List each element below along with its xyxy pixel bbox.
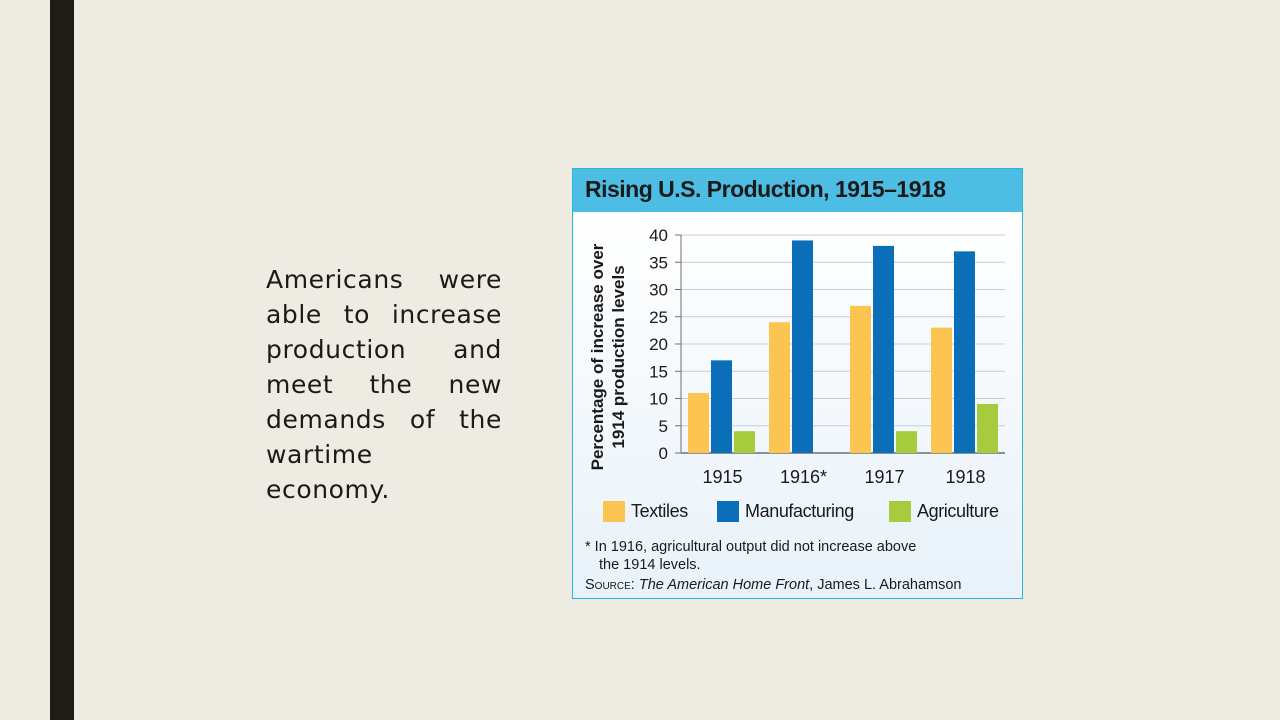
y-tick-label-10: 10 — [649, 390, 668, 409]
y-axis-label-line-2: 1914 production levels — [609, 265, 628, 448]
y-tick-label-0: 0 — [659, 444, 668, 463]
x-tick-label-1915: 1915 — [702, 467, 742, 487]
bar-manufacturing-1918 — [954, 251, 975, 453]
y-tick-label-35: 35 — [649, 253, 668, 272]
y-tick-label-40: 40 — [649, 226, 668, 245]
source-label: Source — [585, 577, 631, 593]
chart-footnote: * In 1916, agricultural output did not i… — [585, 538, 1017, 574]
footnote-line-2: the 1914 levels. — [599, 557, 701, 573]
bar-textiles-1916 — [769, 322, 790, 453]
legend-swatch-manufacturing — [717, 501, 739, 522]
source-author: , James L. Abrahamson — [809, 577, 962, 593]
legend-label-manufacturing: Manufacturing — [745, 501, 854, 521]
bar-manufacturing-1917 — [873, 245, 894, 453]
bar-manufacturing-1915 — [711, 360, 732, 453]
chart-title-band: Rising U.S. Production, 1915–1918 — [573, 169, 1022, 212]
bar-agriculture-1918 — [977, 403, 998, 453]
bar-textiles-1918 — [931, 327, 952, 453]
chart-title: Rising U.S. Production, 1915–1918 — [585, 176, 946, 202]
chart-figure: Rising U.S. Production, 1915–1918 Percen… — [572, 168, 1023, 599]
x-tick-label-1916: 1916* — [780, 467, 827, 487]
slide-body-text: Americans were able to increase producti… — [266, 265, 502, 504]
y-tick-label-30: 30 — [649, 281, 668, 300]
y-tick-label-5: 5 — [659, 417, 668, 436]
slide-accent-bar — [50, 0, 74, 720]
bar-textiles-1915 — [688, 393, 709, 453]
bar-agriculture-1915 — [734, 431, 755, 453]
y-tick-label-15: 15 — [649, 362, 668, 381]
chart-legend: Textiles Manufacturing Agriculture — [603, 499, 1022, 523]
y-axis-label-line-1: Percentage of increase over — [588, 243, 607, 470]
source-work: The American Home Front — [638, 577, 810, 593]
y-tick-label-20: 20 — [649, 335, 668, 354]
bar-manufacturing-1916 — [792, 240, 813, 453]
legend-label-agriculture: Agriculture — [917, 501, 999, 521]
bar-textiles-1917 — [850, 305, 871, 453]
bar-chart: Percentage of increase over 1914 product… — [588, 226, 1005, 487]
x-tick-label-1917: 1917 — [864, 467, 904, 487]
legend-swatch-textiles — [603, 501, 625, 522]
y-tick-label-25: 25 — [649, 308, 668, 327]
bar-agriculture-1917 — [896, 431, 917, 453]
legend-label-textiles: Textiles — [631, 501, 688, 521]
legend-swatch-agriculture — [889, 501, 911, 522]
chart-source: Source: The American Home Front, James L… — [585, 577, 962, 593]
x-tick-label-1918: 1918 — [945, 467, 985, 487]
footnote-line-1: * In 1916, agricultural output did not i… — [585, 539, 917, 555]
